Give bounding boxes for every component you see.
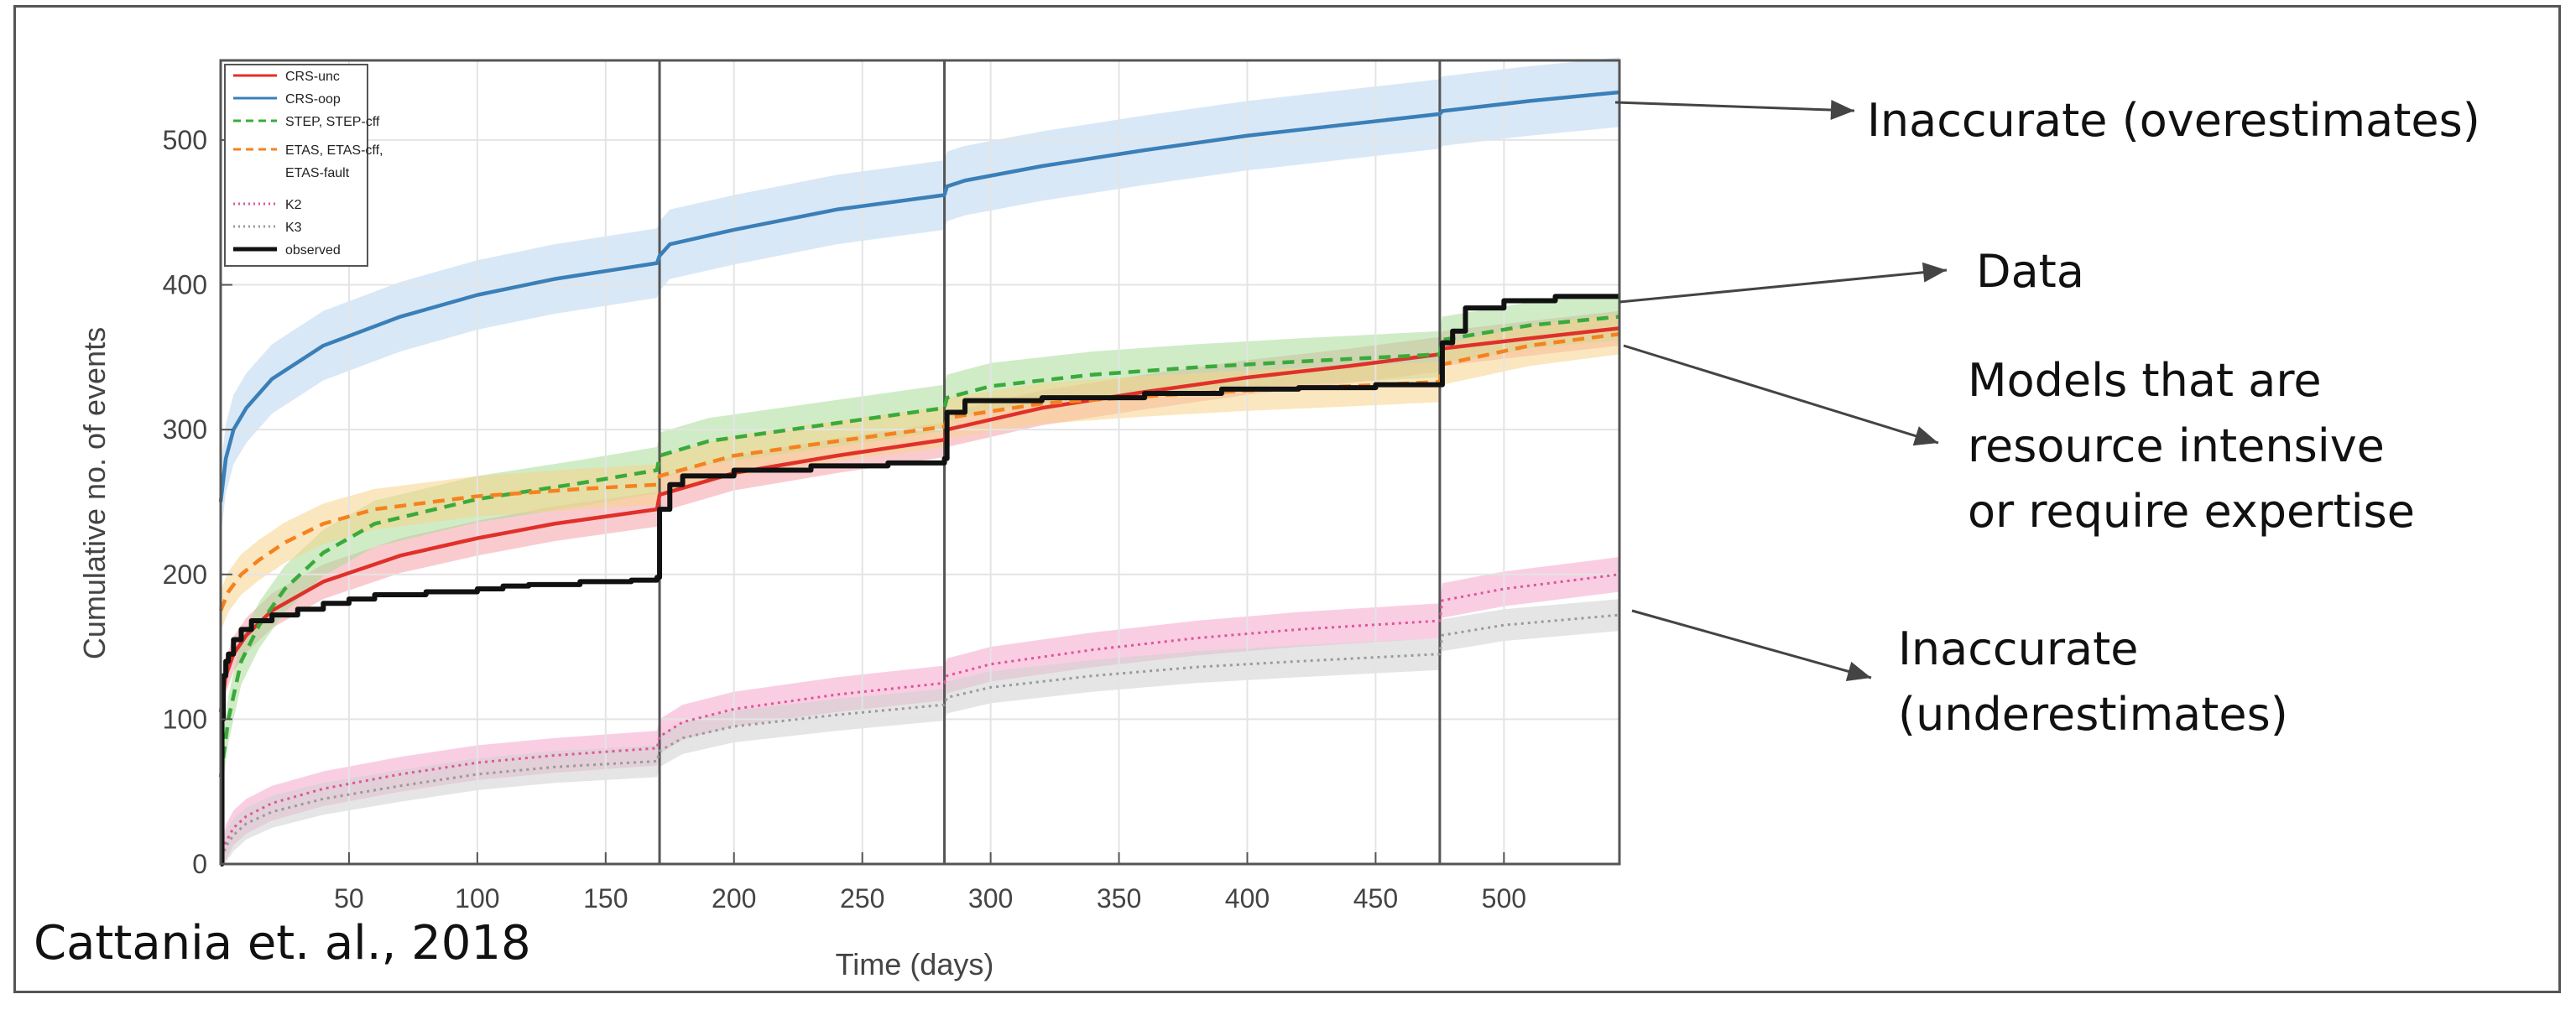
x-tick-label: 450 <box>1353 883 1398 914</box>
band-k2 <box>221 557 1619 864</box>
arrow-data <box>1619 268 1948 304</box>
legend-label: K3 <box>285 221 302 235</box>
annotation-arrows <box>1614 100 1948 681</box>
annotation-models-line2: resource intensive <box>1968 419 2385 472</box>
legend-label: observed <box>285 243 341 258</box>
annotation-data: Data <box>1976 245 2084 298</box>
x-tick-label: 350 <box>1097 883 1141 914</box>
x-tick-label: 250 <box>840 883 884 914</box>
y-tick-label: 0 <box>192 849 207 879</box>
annotation-models-line3: or require expertise <box>1968 485 2416 538</box>
legend-label: STEP, STEP-cff <box>285 115 380 129</box>
annotation-models-line1: Models that are <box>1968 354 2322 407</box>
arrow-models-head <box>1912 426 1938 446</box>
y-tick-label: 300 <box>163 414 207 445</box>
annotation-overestimates: Inaccurate (overestimates) <box>1867 94 2480 147</box>
arrow-underestimates-head <box>1845 661 1871 681</box>
grid-lines <box>221 60 1619 865</box>
legend-label: CRS-unc <box>285 70 340 84</box>
legend-label: ETAS, ETAS-cff, <box>285 143 383 158</box>
arrow-overestimates-head <box>1830 100 1854 121</box>
plot-box <box>219 59 1621 866</box>
legend-label: K2 <box>285 198 302 212</box>
arrow-overestimates <box>1614 101 1855 112</box>
x-tick-label: 100 <box>455 883 499 914</box>
arrow-models <box>1623 344 1939 445</box>
y-tick-label: 200 <box>163 560 207 590</box>
legend-label: CRS-oop <box>285 92 341 107</box>
legend-label: ETAS-fault <box>285 166 350 180</box>
arrow-data-head <box>1922 262 1947 283</box>
series-step-step-cff <box>218 315 1620 778</box>
x-tick-label: 50 <box>334 883 364 914</box>
x-tick-label: 200 <box>712 883 756 914</box>
slide-frame <box>13 5 2561 993</box>
tick-labels: 50 100 150 200 250 300 350 400 450 500 0 100 200 300 4… <box>163 125 1526 914</box>
y-tick-label: 500 <box>163 125 207 155</box>
x-tick-label: 300 <box>968 883 1013 914</box>
x-tick-label: 150 <box>583 883 628 914</box>
citation: Cattania et. al., 2018 <box>34 916 531 971</box>
band-etas-etas-cff-etas-fault <box>221 314 1619 632</box>
series-observed <box>219 294 1619 867</box>
annotation-underestimates-line2: (underestimates) <box>1898 688 2288 741</box>
x-tick-label: 500 <box>1482 883 1526 914</box>
y-axis-label: Cumulative no. of events <box>77 327 112 659</box>
band-k3 <box>221 599 1619 864</box>
series-lines <box>218 90 1620 867</box>
y-tick-label: 100 <box>163 704 207 734</box>
y-tick-label: 400 <box>163 270 207 300</box>
x-tick-label: 400 <box>1225 883 1270 914</box>
annotation-underestimates-line1: Inaccurate <box>1898 622 2139 675</box>
legend: CRS-unc CRS-oop STEP, STEP-cff ETAS, ETAS-c… <box>224 64 383 267</box>
x-axis-label: Time (days) <box>836 947 994 981</box>
arrow-underestimates <box>1631 609 1872 679</box>
series-crs-oop <box>218 90 1620 502</box>
